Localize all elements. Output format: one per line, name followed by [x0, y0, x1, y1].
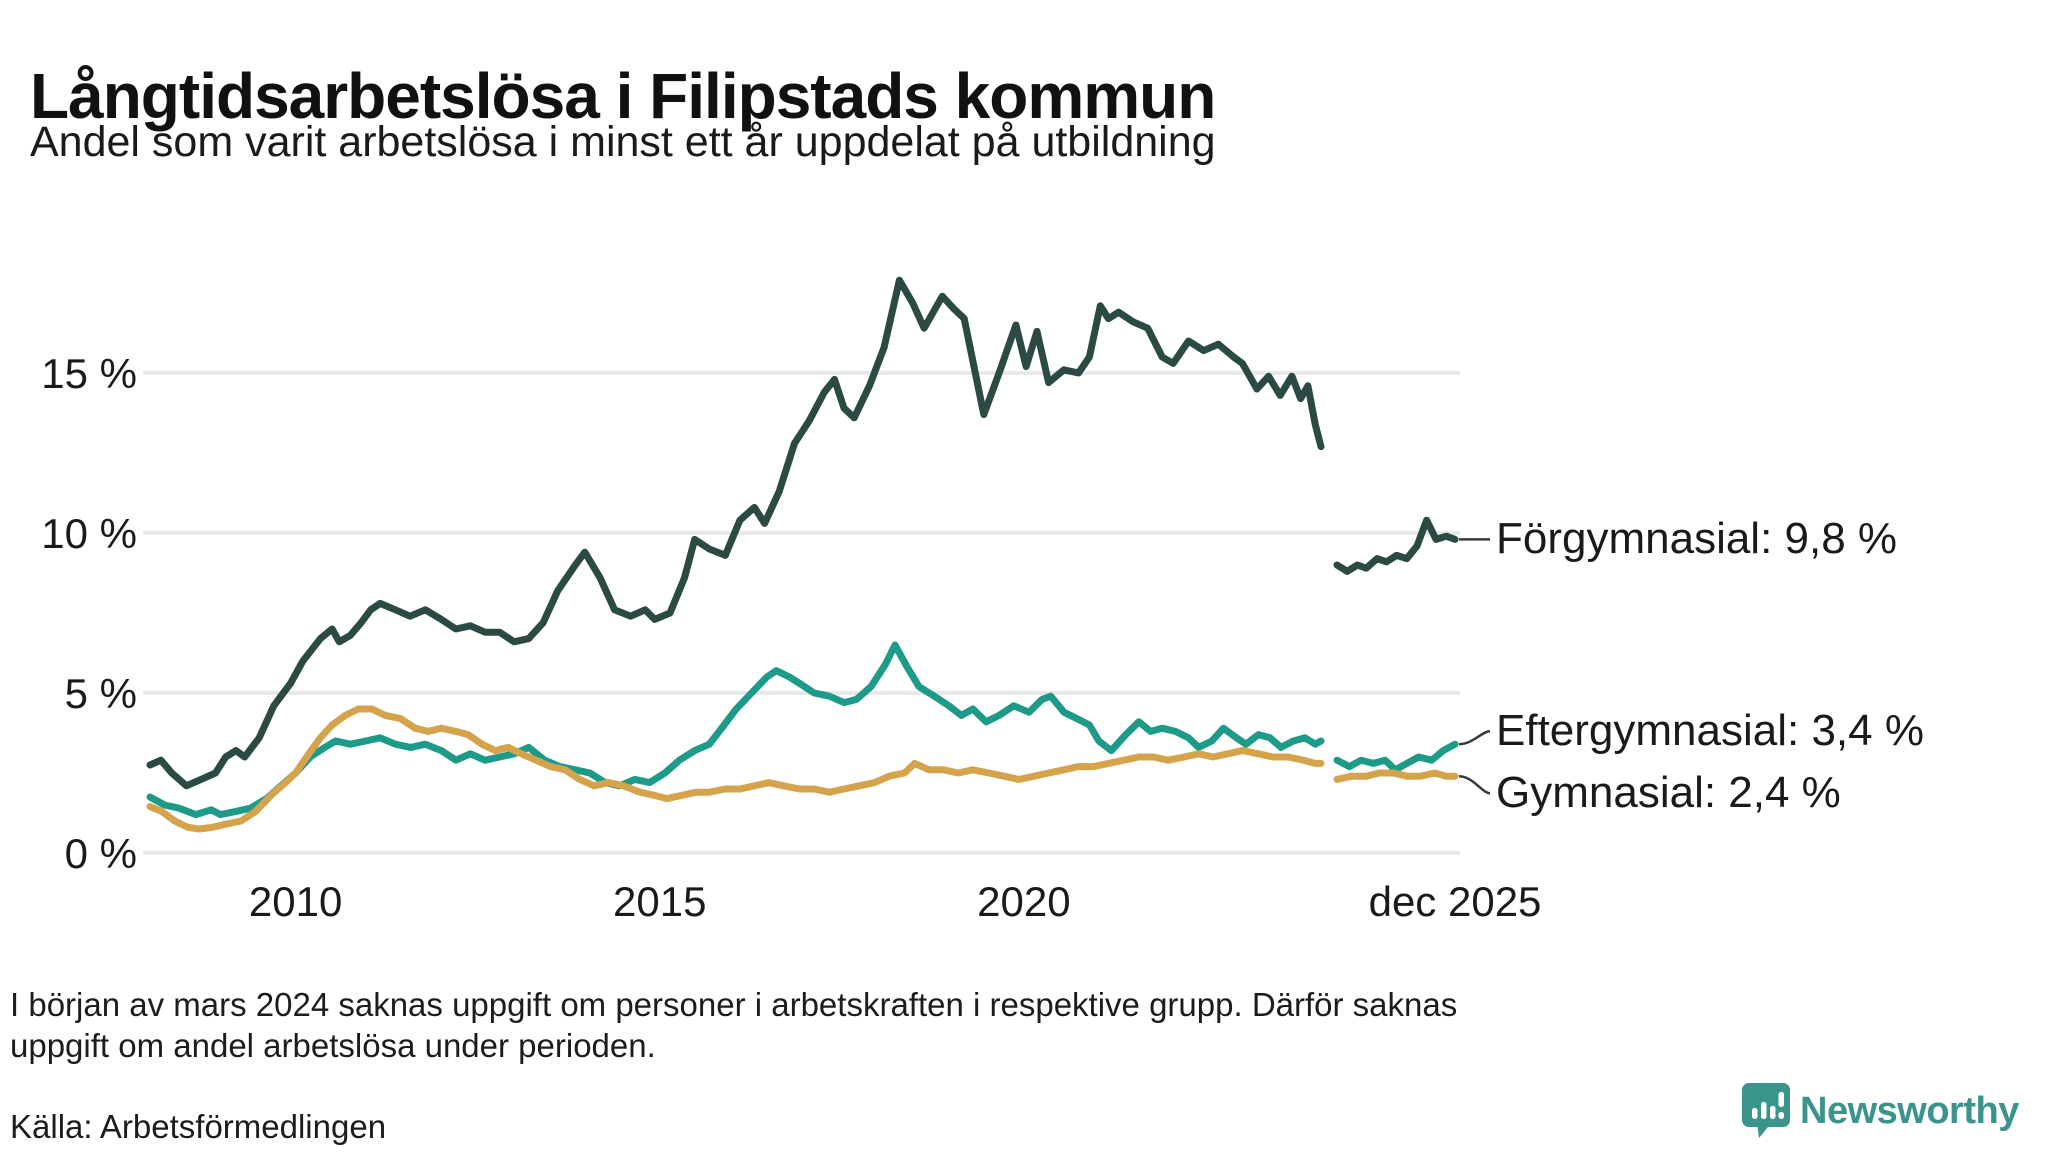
y-axis-label-5: 5 % — [64, 670, 137, 717]
chart-subtitle: Andel som varit arbetslösa i minst ett å… — [30, 118, 1216, 166]
newsworthy-logo-text: Newsworthy — [1800, 1090, 2019, 1132]
series-label-eftergymnasial: Eftergymnasial: 3,4 % — [1496, 706, 1924, 756]
series-label-gymnasial: Gymnasial: 2,4 % — [1496, 768, 1841, 818]
bar-chart-speech-bubble-icon — [1742, 1083, 1790, 1138]
y-axis-label-0: 0 % — [64, 830, 137, 877]
x-axis-label-2020: 2020 — [977, 878, 1071, 925]
line-gymnasial — [146, 705, 1459, 833]
series-label-forgymnasial: Förgymnasial: 9,8 % — [1496, 514, 1898, 564]
y-axis-label-15: 15 % — [41, 350, 137, 397]
x-axis-label-2010: 2010 — [248, 878, 343, 925]
newsworthy-logo: Newsworthy — [1742, 1083, 2019, 1140]
x-axis-label-dec-2025: dec 2025 — [1368, 878, 1542, 925]
source-line: Källa: Arbetsförmedlingen — [10, 1108, 387, 1145]
footnote: I början av mars 2024 saknas uppgift om … — [10, 986, 1458, 1064]
label-connector-gymnasial — [1458, 774, 1491, 795]
line-förgymnasial — [146, 276, 1459, 790]
y-axis-label-10: 10 % — [41, 510, 137, 557]
label-connector-eftergymnasial — [1458, 729, 1491, 746]
chart-title: Långtidsarbetslösa i Filipstads kommun — [30, 59, 1216, 132]
x-axis-label-2015: 2015 — [613, 878, 707, 925]
